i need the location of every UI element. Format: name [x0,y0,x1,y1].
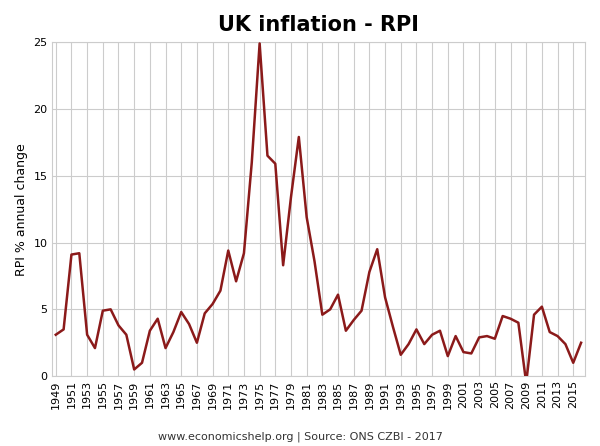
Title: UK inflation - RPI: UK inflation - RPI [218,15,419,35]
Text: www.economicshelp.org | Source: ONS CZBI - 2017: www.economicshelp.org | Source: ONS CZBI… [158,431,442,442]
Y-axis label: RPI % annual change: RPI % annual change [15,143,28,276]
